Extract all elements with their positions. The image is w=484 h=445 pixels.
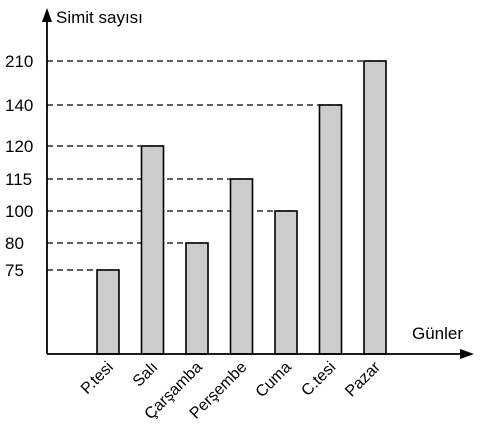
x-tick-label-6: Pazar <box>342 358 384 400</box>
y-tick-label-75: 75 <box>5 261 24 280</box>
y-tick-label-100: 100 <box>5 202 33 221</box>
bar-3 <box>229 178 254 355</box>
bar-0 <box>96 269 120 355</box>
x-axis-arrow <box>460 349 474 359</box>
axes <box>42 8 474 359</box>
y-tick-label-140: 140 <box>5 96 33 115</box>
bar-5 <box>318 104 343 355</box>
y-tick-label-115: 115 <box>5 170 32 189</box>
x-tick-label-5: C.tesi <box>298 359 339 400</box>
bars <box>96 60 387 355</box>
y-tick-label-210: 210 <box>5 52 33 71</box>
y-axis-title: Simit sayısı <box>56 8 143 27</box>
y-tick-label-80: 80 <box>5 234 24 253</box>
bar-6 <box>363 60 387 355</box>
x-axis-title: Günler <box>412 324 463 343</box>
bar-1 <box>140 145 165 355</box>
bar-2 <box>185 242 209 355</box>
bar-4 <box>274 210 298 355</box>
x-tick-label-0: P.tesi <box>78 359 117 398</box>
x-tick-label-1: Salı <box>130 359 162 391</box>
y-axis-arrow <box>42 8 52 22</box>
y-tick-labels: 75 80 100 115 120 140 210 <box>5 52 33 280</box>
x-tick-label-4: Cuma <box>253 359 295 401</box>
y-tick-label-120: 120 <box>5 137 33 156</box>
